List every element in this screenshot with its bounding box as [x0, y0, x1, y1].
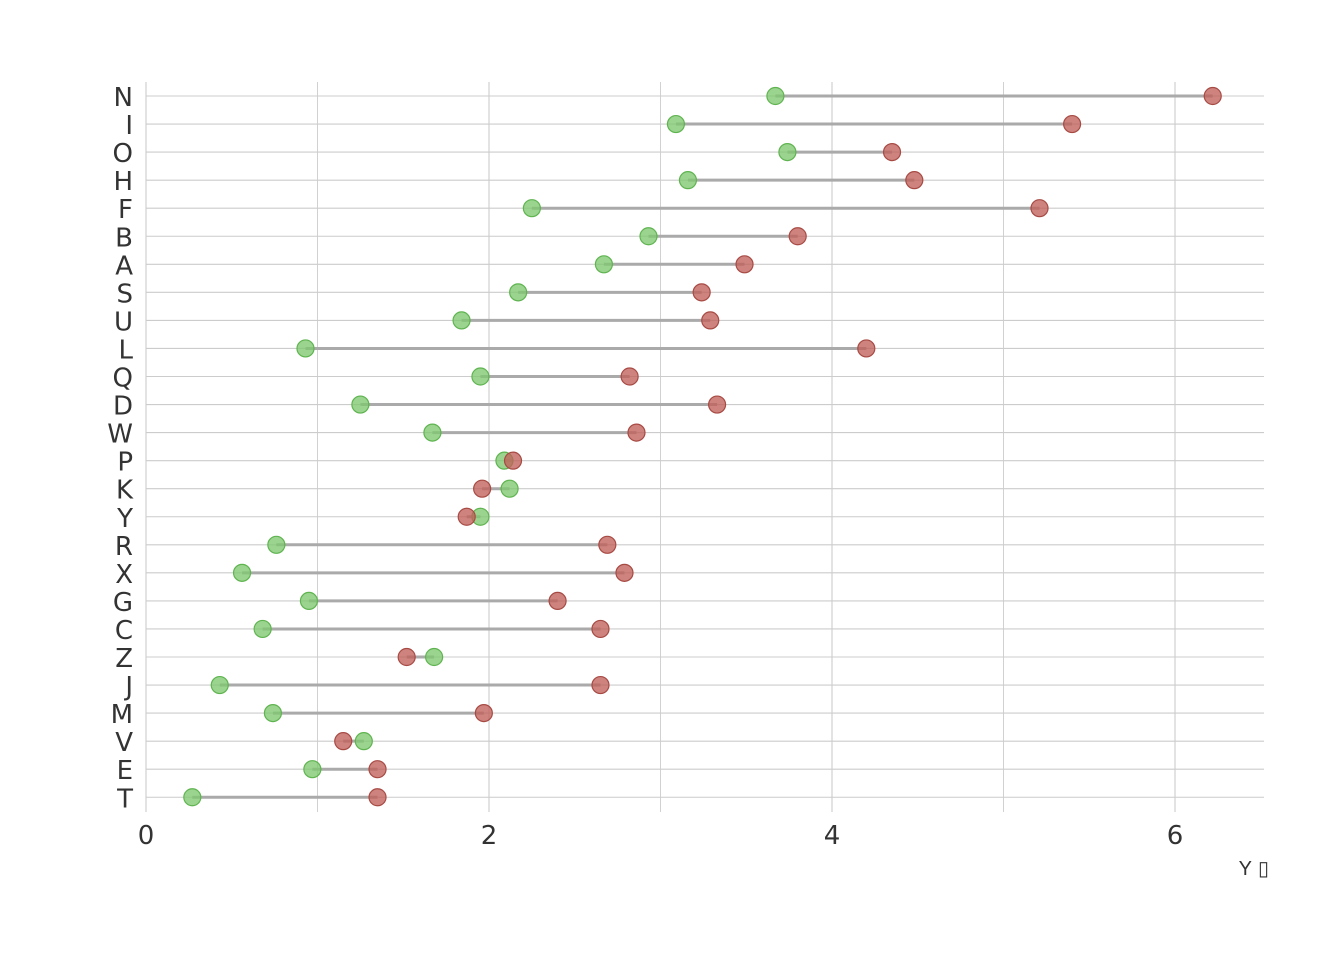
end-point — [857, 339, 876, 358]
end-point — [457, 507, 476, 526]
y-tick-label: I — [125, 111, 133, 141]
start-point — [354, 732, 373, 751]
y-tick-label: O — [113, 139, 133, 169]
y-tick-label: D — [113, 392, 133, 422]
start-point — [778, 143, 797, 162]
y-tick-label: X — [115, 560, 133, 590]
end-point — [368, 760, 387, 779]
y-tick-label: M — [111, 700, 133, 730]
y-tick-label: G — [113, 588, 133, 618]
y-tick-label: J — [123, 672, 133, 702]
start-point — [509, 283, 528, 302]
end-point — [368, 788, 387, 807]
x-tick-labels: 0 2 4 6 — [138, 821, 1184, 851]
start-point — [666, 114, 686, 134]
end-point — [735, 255, 754, 274]
x-axis-title: Y — [1239, 858, 1252, 880]
start-point — [253, 619, 272, 639]
y-tick-label: L — [119, 335, 134, 365]
y-tick-label: U — [114, 307, 133, 337]
start-point — [766, 86, 785, 106]
y-tick-label: A — [115, 251, 133, 281]
start-point — [678, 171, 698, 190]
end-point — [548, 591, 567, 611]
end-point — [701, 311, 720, 330]
end-point — [591, 619, 610, 639]
end-point — [615, 563, 634, 582]
start-point — [263, 703, 283, 723]
end-point — [473, 479, 492, 498]
end-point — [1062, 114, 1082, 134]
end-point — [620, 367, 639, 386]
y-tick-label: F — [118, 195, 133, 225]
end-point — [474, 703, 493, 723]
start-point — [423, 423, 442, 442]
start-point — [425, 647, 444, 667]
end-point — [397, 647, 416, 667]
grid-lines — [145, 82, 1264, 812]
end-point — [905, 171, 924, 190]
y-tick-label: K — [116, 476, 134, 506]
start-point — [471, 367, 490, 386]
end-point — [627, 423, 646, 442]
x-tick-label: 2 — [481, 821, 498, 851]
end-point — [591, 675, 610, 695]
y-tick-label: B — [115, 223, 133, 253]
y-tick-label: S — [116, 279, 133, 309]
start-point — [500, 479, 519, 498]
end-point — [707, 395, 727, 414]
end-point — [1203, 86, 1222, 106]
y-tick-label: C — [115, 616, 133, 646]
start-point — [210, 675, 229, 695]
end-point — [1030, 199, 1049, 218]
end-point — [692, 283, 711, 302]
start-point — [303, 760, 322, 779]
dumbbell-segments — [192, 94, 1213, 799]
y-tick-label: W — [107, 420, 133, 450]
y-tick-label: P — [117, 448, 133, 478]
end-point — [334, 732, 353, 751]
start-point — [594, 255, 614, 274]
y-tick-label: Z — [115, 644, 133, 674]
x-axis-title-marker: ▯ — [1258, 858, 1269, 880]
y-tick-label: V — [115, 728, 133, 758]
y-tick-label: Q — [113, 364, 133, 394]
y-tick-label: E — [117, 756, 133, 786]
x-tick-label: 4 — [824, 821, 841, 851]
start-point — [299, 591, 319, 611]
start-point — [296, 339, 315, 358]
y-tick-label: H — [113, 167, 133, 197]
start-point — [232, 563, 252, 582]
end-point — [598, 535, 617, 554]
x-tick-label: 0 — [138, 821, 155, 851]
start-point — [267, 535, 286, 554]
y-tick-label: Y — [116, 504, 133, 534]
end-point — [503, 451, 523, 470]
end-point — [882, 143, 902, 162]
start-point — [522, 199, 541, 218]
y-tick-label: N — [114, 83, 133, 113]
start-point — [351, 395, 370, 414]
start-point — [183, 788, 202, 807]
y-tick-label: T — [116, 784, 133, 814]
start-point — [452, 311, 471, 330]
dumbbell-points — [183, 86, 1222, 807]
y-tick-label: R — [115, 532, 133, 562]
start-point — [639, 227, 658, 246]
x-tick-label: 6 — [1167, 821, 1184, 851]
end-point — [788, 227, 807, 246]
